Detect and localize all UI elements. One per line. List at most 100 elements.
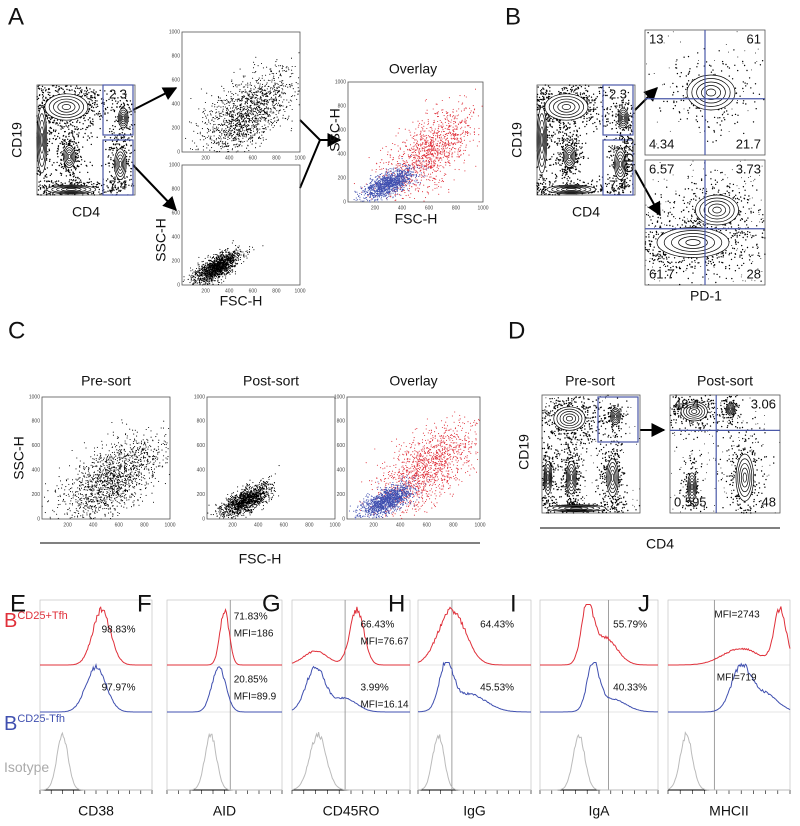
y-tick-label: 800	[197, 419, 206, 425]
contour-line	[565, 149, 574, 164]
contour-line	[38, 119, 46, 161]
contour-line	[566, 188, 577, 191]
annotation: MFI=16.14	[360, 700, 409, 711]
plot-frame	[181, 164, 301, 286]
gate-value: 2.3	[609, 86, 627, 101]
histogram-curve	[167, 732, 282, 791]
dot-cloud	[207, 465, 280, 519]
y-tick-label: 200	[197, 492, 206, 498]
axis-label: CD19	[516, 434, 532, 470]
annotation: 97.97%	[102, 683, 136, 694]
contour-line	[705, 88, 717, 97]
y-tick-label: 600	[172, 210, 181, 216]
contour-line	[685, 239, 701, 246]
axis-label: CD45RO	[323, 803, 380, 819]
axis-label: CD38	[78, 803, 114, 819]
contour-line	[728, 406, 733, 412]
x-tick-label: 200	[201, 155, 210, 161]
plot-frame	[41, 396, 171, 520]
y-tick-label: 1000	[334, 394, 345, 400]
axis-label: CD4	[572, 204, 600, 220]
annotation: 3.99%	[360, 683, 388, 694]
contour-line	[544, 93, 589, 121]
contour-line	[561, 104, 572, 110]
axis-label: AID	[213, 803, 236, 819]
y-tick-label: 400	[172, 101, 181, 107]
x-tick-label: 800	[449, 522, 458, 528]
y-tick-label: 200	[172, 258, 181, 264]
plot-title: Post-sort	[697, 373, 753, 389]
contour-line	[708, 203, 726, 217]
histogram-curve	[167, 666, 282, 713]
x-tick-label: 400	[398, 205, 407, 211]
contour-line	[66, 151, 73, 162]
contour-line	[53, 98, 80, 116]
contour-line	[545, 470, 550, 485]
x-tick-label: 400	[396, 522, 405, 528]
contour-line	[671, 233, 715, 252]
contour-line	[712, 206, 722, 214]
x-tick-label: 400	[89, 522, 98, 528]
x-tick-label: 600	[115, 522, 124, 528]
quadrant-value: 28	[747, 266, 761, 281]
annotation: 20.85%	[234, 675, 268, 686]
contour-line	[544, 464, 552, 492]
y-tick-label: 400	[172, 234, 181, 240]
y-tick-label: 0	[343, 199, 346, 205]
contour-line	[57, 101, 76, 113]
quadrant-value: 61	[747, 31, 761, 46]
histogram-curve	[291, 606, 410, 666]
contour-line	[616, 154, 625, 174]
histogram-curve	[668, 606, 791, 666]
x-tick-label: 1000	[474, 522, 485, 528]
contour-line	[537, 113, 547, 167]
contour-line	[539, 126, 545, 154]
y-tick-label: 400	[197, 468, 206, 474]
contour-line	[36, 106, 48, 174]
y-tick-label: 600	[337, 443, 346, 449]
contour-line	[607, 462, 618, 494]
contour-line	[695, 194, 739, 226]
row-label-main: Isotype	[4, 759, 49, 775]
contour-line	[121, 115, 125, 121]
x-tick-label: 800	[272, 155, 281, 161]
panel-letter: E	[10, 590, 26, 617]
quadrant-value: 61.7	[649, 266, 674, 281]
y-tick-label: 600	[172, 77, 181, 83]
contour-line	[621, 115, 625, 121]
contour-line	[559, 411, 580, 427]
histogram-curve	[418, 734, 531, 791]
quadrant-value: 21.7	[736, 136, 761, 151]
contour-line	[678, 236, 708, 249]
x-tick-label: 400	[254, 522, 263, 528]
annotation: 71.83%	[234, 612, 268, 623]
y-tick-label: 400	[338, 151, 347, 157]
quadrant-value: 0.595	[674, 494, 707, 509]
x-tick-label: 1000	[294, 155, 305, 161]
y-tick-label: 800	[32, 419, 41, 425]
contour-line	[562, 413, 577, 424]
contour-line	[61, 104, 72, 110]
row-label: Isotype	[4, 759, 49, 775]
x-tick-label: 600	[425, 205, 434, 211]
contour-line	[567, 464, 576, 492]
x-tick-label: 1000	[164, 522, 175, 528]
contour-line	[618, 109, 628, 127]
histogram-curve	[167, 608, 282, 666]
y-tick-label: 200	[337, 492, 346, 498]
contour-line	[114, 148, 127, 180]
contour-line	[686, 74, 736, 111]
contour-line	[546, 473, 550, 482]
contour-line	[612, 410, 619, 422]
contour-line	[610, 407, 621, 425]
contour-line	[536, 106, 548, 174]
contour-line	[65, 149, 74, 164]
dot-cloud	[185, 52, 300, 153]
plot-title: Pre-sort	[565, 373, 615, 389]
plot-frame	[541, 394, 641, 514]
contour-line	[566, 460, 577, 495]
row-label-main: B	[4, 610, 17, 632]
contour-line	[739, 463, 751, 493]
x-tick-label: 600	[280, 522, 289, 528]
contour-line	[37, 113, 47, 167]
